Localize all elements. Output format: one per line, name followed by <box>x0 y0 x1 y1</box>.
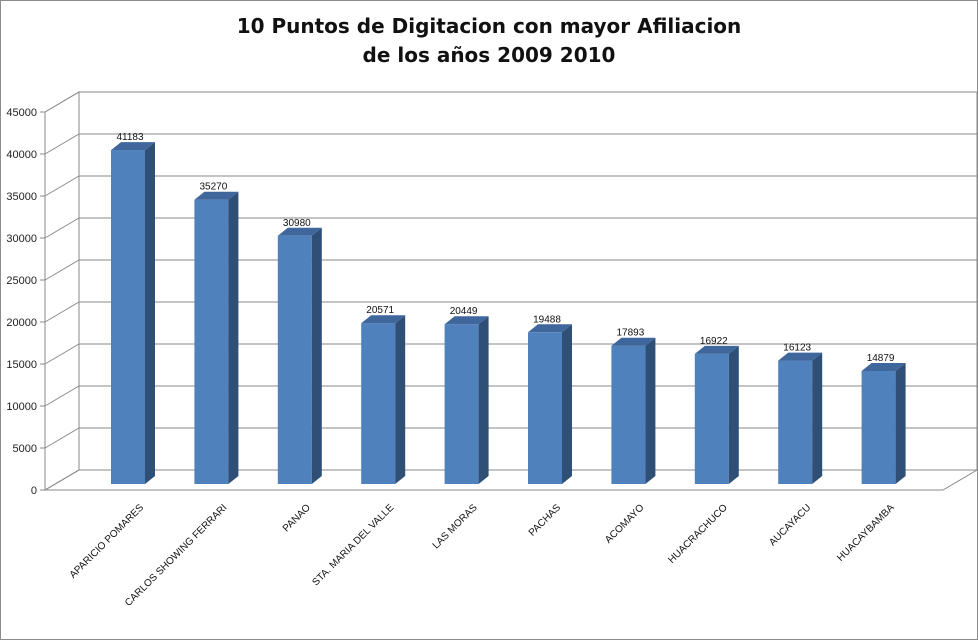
y-tick-label: 20000 <box>6 317 37 329</box>
gridline <box>44 385 977 407</box>
data-labels: 41183 35270 30980 20571 20449 19488 17893 16922… <box>116 132 894 364</box>
y-tick-label: 30000 <box>6 233 37 245</box>
bar-top <box>778 352 823 361</box>
bar-front <box>861 371 896 484</box>
gridline <box>44 259 977 281</box>
y-axis-ticks: 0 5000 10000 15000 20000 25000 30000 35000 40000… <box>6 107 45 497</box>
bar-5 <box>444 316 489 484</box>
chart-walls <box>43 91 978 491</box>
bar-top <box>111 142 155 151</box>
gridline <box>44 343 977 365</box>
data-label: 16123 <box>783 343 811 354</box>
data-label: 20449 <box>450 306 478 317</box>
chart-title-line1: 10 Puntos de Digitacion con mayor Afilia… <box>236 14 742 38</box>
data-label: 30980 <box>283 218 311 229</box>
bar-side <box>728 345 739 484</box>
y-tick-label: 25000 <box>6 275 37 287</box>
y-tick-label: 45000 <box>6 107 37 119</box>
bar-front <box>694 353 729 484</box>
bar-1 <box>111 142 155 484</box>
bar-side <box>478 316 489 484</box>
x-category-label: LAS MORAS <box>431 502 480 551</box>
x-category-label: AUCAYACU <box>767 502 813 548</box>
bar-top <box>194 191 239 200</box>
x-category-label: HUACRACHUCO <box>666 502 730 566</box>
x-category-label: CARLOS SHOWING FERRARI <box>123 502 229 608</box>
x-category-label: PACHAS <box>527 502 564 539</box>
bar-side <box>812 352 823 484</box>
x-category-label: STA. MARIA DEL VALLE <box>310 502 396 588</box>
x-category-label: PANAO <box>281 502 313 534</box>
gridline <box>44 91 977 113</box>
bar-7 <box>611 337 656 484</box>
bar-top <box>444 316 489 325</box>
data-label: 16922 <box>700 336 728 347</box>
bar-side <box>145 142 155 484</box>
gridline <box>44 301 977 323</box>
y-tick-label: 35000 <box>6 191 37 203</box>
bar-side <box>395 315 406 484</box>
data-label: 20571 <box>366 305 394 316</box>
bar-side <box>311 227 322 484</box>
bar-side <box>562 324 572 484</box>
data-label: 19488 <box>533 314 561 325</box>
bar-top <box>861 363 906 372</box>
bar-10 <box>861 363 906 484</box>
bars <box>111 142 906 484</box>
bar-8 <box>694 345 739 484</box>
y-tick-label: 15000 <box>6 359 37 371</box>
x-category-label: ACOMAYO <box>603 502 647 546</box>
bar-3 <box>277 227 322 484</box>
x-category-label: HUACAYBAMBA <box>835 502 897 564</box>
bar-front <box>111 150 145 484</box>
gridline <box>44 427 977 449</box>
side-wall <box>44 91 80 491</box>
bar-top <box>361 315 406 324</box>
data-label: 14879 <box>867 353 895 364</box>
y-tick-label: 40000 <box>6 149 37 161</box>
bar-9 <box>778 352 823 484</box>
bar-top <box>528 324 572 333</box>
bar-front <box>611 345 646 484</box>
bar-side <box>895 363 906 484</box>
y-tick-label: 10000 <box>6 401 37 413</box>
bar-2 <box>194 191 239 484</box>
bar-front <box>778 360 813 484</box>
gridline <box>44 469 977 491</box>
bar-front <box>528 332 562 484</box>
bar-side <box>228 191 239 484</box>
data-label: 17893 <box>616 328 644 339</box>
bar-6 <box>528 324 572 484</box>
bar-front <box>361 323 396 484</box>
bar-front <box>277 235 312 484</box>
bar-front <box>444 324 479 484</box>
data-label: 41183 <box>116 132 144 143</box>
y-tick-label: 5000 <box>13 443 37 455</box>
data-label: 35270 <box>199 182 227 193</box>
bar-side <box>645 337 656 484</box>
bar-front <box>194 199 229 484</box>
y-tick-label: 0 <box>31 485 37 497</box>
bar-top <box>611 337 656 346</box>
x-category-label: APARICIO POMARES <box>68 502 147 581</box>
gridline <box>44 175 977 197</box>
chart-title-line2: de los años 2009 2010 <box>362 43 616 67</box>
bar-top <box>694 345 739 354</box>
bar-top <box>277 227 322 236</box>
gridline <box>44 133 977 155</box>
floor <box>43 469 978 491</box>
bar-4 <box>361 315 406 484</box>
gridline <box>44 217 977 239</box>
gridlines <box>44 91 977 491</box>
chart-title: 10 Puntos de Digitacion con mayor Afilia… <box>0 12 978 70</box>
